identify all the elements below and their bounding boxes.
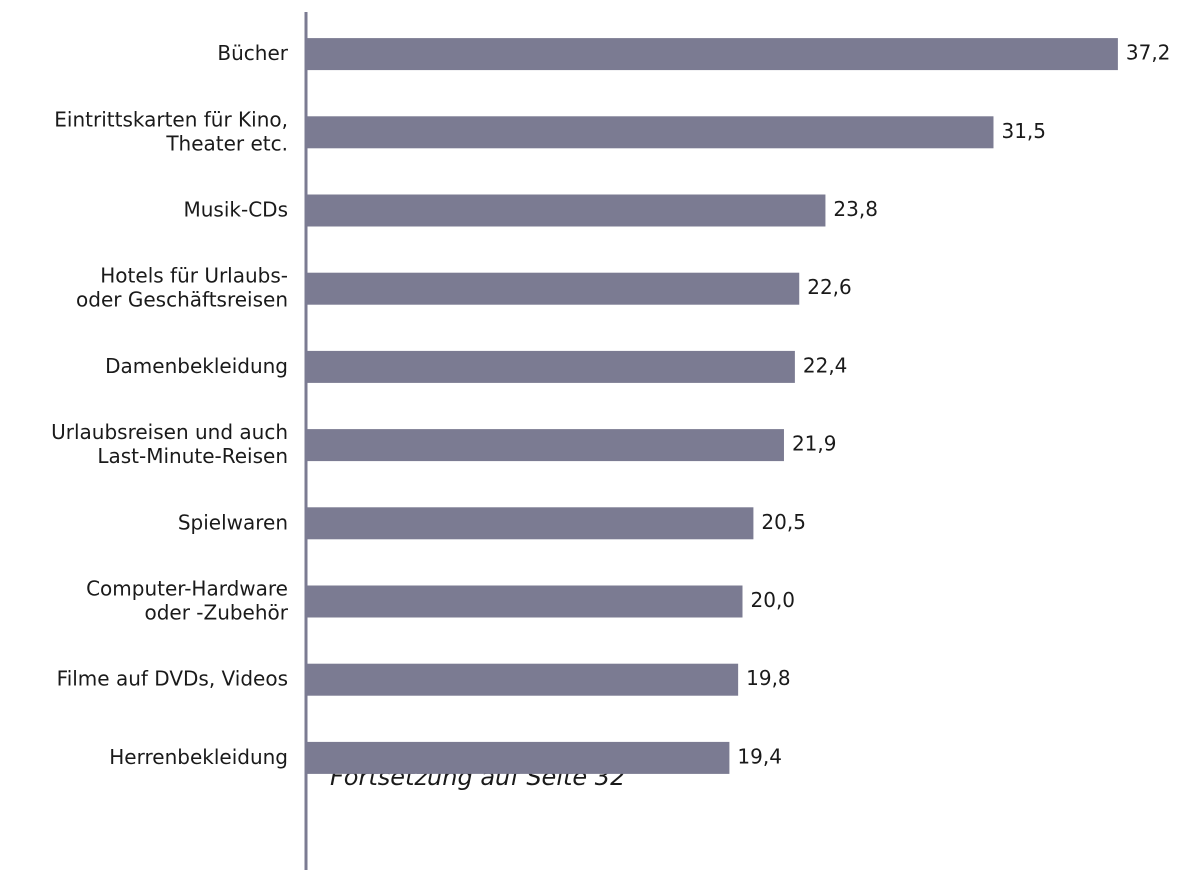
value-label: 19,4 [737, 744, 782, 768]
y-tick-label: Damenbekleidung [105, 353, 288, 377]
label-line: Herrenbekleidung [109, 744, 288, 768]
value-label: 23,8 [833, 197, 878, 221]
label-line: oder -Zubehör [144, 600, 288, 624]
label-line: Theater etc. [165, 131, 288, 155]
value-label: 21,9 [792, 432, 837, 456]
bar [306, 741, 730, 774]
value-label: 22,4 [803, 353, 848, 377]
label-line: Filme auf DVDs, Videos [57, 666, 288, 690]
y-tick-label: Urlaubsreisen und auch Last-Minute-Reisen [51, 420, 288, 468]
y-tick-label: Eintrittskarten für Kino, Theater etc. [54, 107, 288, 155]
label-line: Computer-Hardware [86, 576, 288, 600]
value-label: 19,8 [746, 666, 791, 690]
value-label: 20,0 [751, 588, 796, 612]
label-line: oder Geschäftsreisen [76, 287, 288, 311]
value-label: 20,5 [761, 510, 806, 534]
label-line: Musik-CDs [184, 197, 289, 221]
label-line: Bücher [217, 41, 288, 65]
value-label: 37,2 [1126, 41, 1171, 65]
label-line: Spielwaren [178, 510, 288, 534]
label-line: Last-Minute-Reisen [97, 444, 288, 468]
y-tick-label: Spielwaren [178, 510, 288, 534]
bar [306, 507, 754, 540]
y-tick-label: Hotels für Urlaubs-oder Geschäftsreisen [76, 263, 288, 311]
bar [306, 38, 1118, 71]
bar [306, 663, 739, 696]
bar [306, 585, 743, 618]
bar [306, 116, 994, 149]
y-tick-label: Filme auf DVDs, Videos [57, 666, 288, 690]
bar [306, 350, 795, 383]
y-tick-label: Computer-Hardware oder -Zubehör [86, 576, 289, 624]
value-label: 31,5 [1001, 119, 1046, 143]
label-line: Urlaubsreisen und auch [51, 420, 288, 444]
label-line: Eintrittskarten für Kino, [54, 107, 288, 131]
value-label: 22,6 [807, 275, 852, 299]
y-tick-label: Bücher [217, 41, 288, 65]
bar [306, 272, 800, 305]
y-tick-label: Herrenbekleidung [109, 744, 288, 768]
label-line: Damenbekleidung [105, 353, 288, 377]
bar [306, 194, 826, 227]
label-line: Hotels für Urlaubs- [100, 263, 288, 287]
bar [306, 429, 784, 462]
y-tick-label: Musik-CDs [184, 197, 289, 221]
